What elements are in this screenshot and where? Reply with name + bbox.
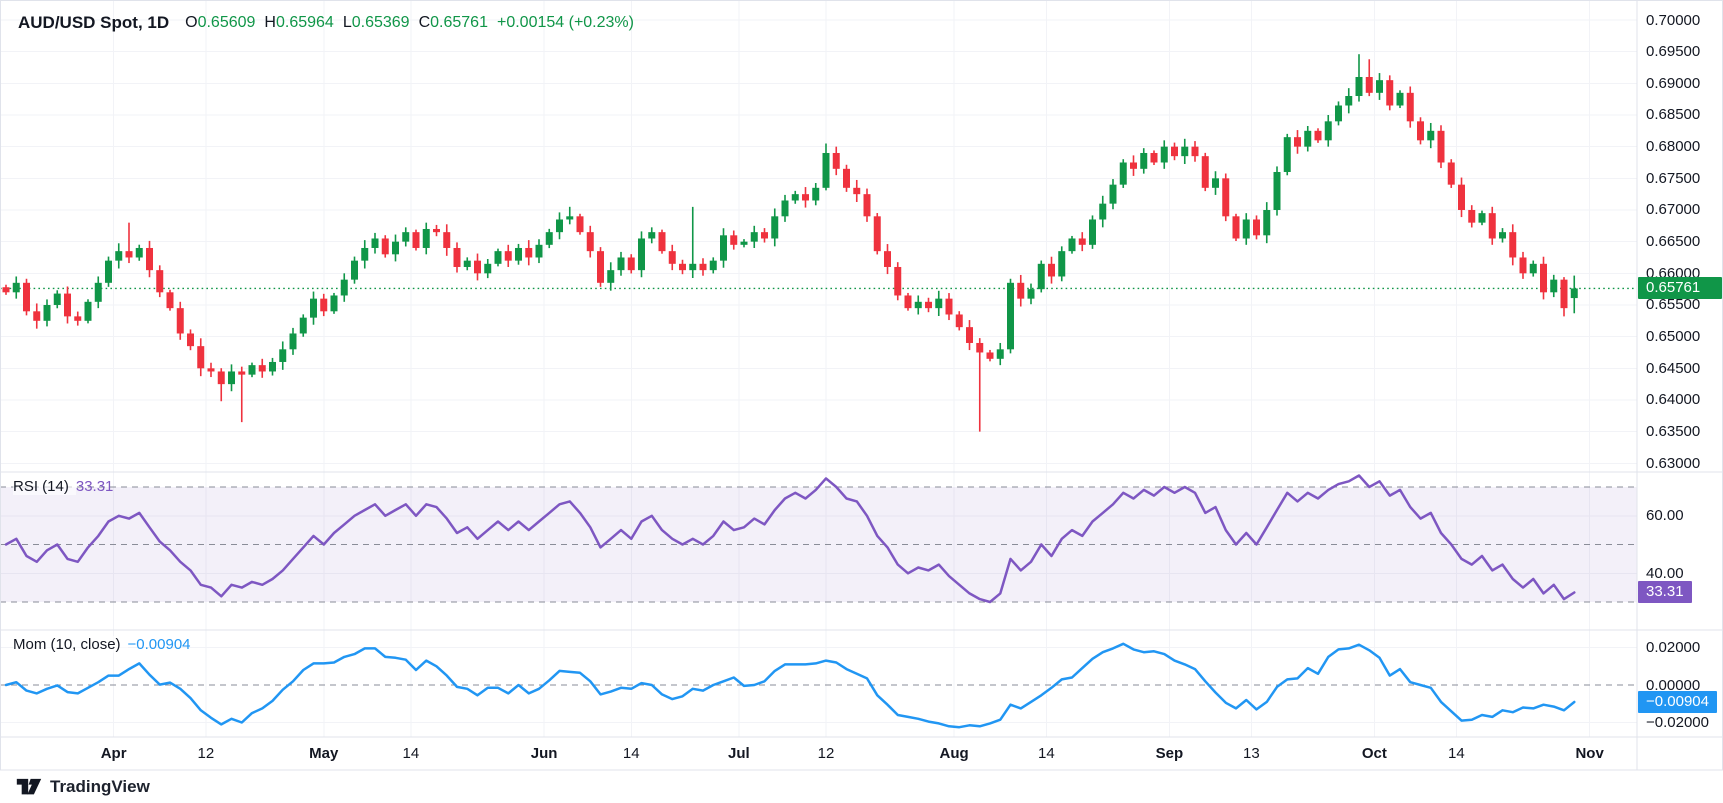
close-label: C [418, 14, 431, 31]
tradingview-brand[interactable]: TradingView [50, 777, 150, 796]
rsi-value: 33.31 [75, 478, 114, 495]
price-tick-label: 0.65000 [1646, 328, 1701, 346]
tradingview-logo-icon[interactable] [16, 776, 42, 798]
rsi-tick-label: 60.00 [1646, 507, 1684, 525]
rsi-value-tag: 33.31 [1638, 581, 1692, 604]
price-tick-label: 0.64500 [1646, 359, 1701, 377]
price-tick-label: 0.67000 [1646, 201, 1701, 219]
change-value: +0.00154 (+0.23%) [496, 14, 634, 31]
momentum-value: −0.00904 [127, 636, 191, 653]
footer: TradingView [16, 774, 150, 800]
momentum-tick-label: −0.02000 [1646, 714, 1709, 731]
gridlines [0, 1, 1637, 737]
time-tick-day: 12 [817, 745, 835, 762]
rsi-tick-label: 40.00 [1646, 564, 1684, 582]
momentum-line [4, 642, 1576, 729]
price-axis[interactable]: 0.70000 0.69500 0.69000 0.68500 0.68000 0.675… [1637, 0, 1723, 770]
symbol-title[interactable]: AUD/USD Spot, 1D [18, 13, 170, 32]
momentum-value-tag: −0.00904 [1638, 690, 1717, 713]
price-tick-label: 0.70000 [1646, 11, 1701, 29]
time-tick-month: Jun [530, 745, 558, 762]
price-tick-label: 0.63000 [1646, 454, 1701, 472]
time-tick-day: 14 [1448, 745, 1465, 762]
open-value: 0.65609 [197, 14, 256, 31]
chart-canvas[interactable] [0, 0, 1723, 771]
time-tick-day: 13 [1243, 745, 1260, 762]
open-label: O [185, 14, 198, 31]
low-value: 0.65369 [351, 14, 410, 31]
rsi-indicator-label[interactable]: RSI (14) 33.31 [13, 478, 113, 496]
momentum-tick-label: 0.02000 [1646, 639, 1701, 656]
time-tick-month: Jul [728, 745, 750, 762]
time-tick-month: Apr [100, 745, 127, 762]
time-tick-month: Nov [1575, 745, 1604, 762]
low-label: L [342, 14, 352, 31]
time-tick-month: Oct [1361, 745, 1387, 762]
high-value: 0.65964 [275, 14, 334, 31]
price-tick-label: 0.64000 [1646, 391, 1701, 409]
price-tick-label: 0.69500 [1646, 43, 1701, 61]
high-label: H [264, 14, 276, 31]
panel-separators [0, 0, 1723, 771]
time-tick-month: May [309, 745, 339, 762]
price-tick-label: 0.69000 [1646, 74, 1701, 92]
time-tick-month: Sep [1155, 745, 1184, 762]
price-tick-label: 0.68000 [1646, 138, 1701, 156]
price-tick-label: 0.66500 [1646, 233, 1701, 251]
rsi-line [4, 474, 1576, 604]
price-tick-label: 0.67500 [1646, 169, 1701, 187]
price-tick-label: 0.68500 [1646, 106, 1701, 124]
close-value: 0.65761 [430, 14, 488, 31]
time-axis[interactable]: Apr 12 May 14 Jun 14 Jul 12 Aug 14 Sep 13 Oct 14 Nov [0, 737, 1637, 770]
price-tick-label: 0.65500 [1646, 296, 1701, 314]
current-price-tag: 0.65761 [1638, 277, 1722, 300]
momentum-tick-label: 0.00000 [1646, 676, 1701, 694]
momentum-indicator-label[interactable]: Mom (10, close) −0.00904 [13, 636, 191, 654]
price-tick-label: 0.63500 [1646, 423, 1701, 441]
rsi-name: RSI (14) [13, 478, 76, 495]
time-tick-day: 14 [1038, 745, 1055, 762]
time-tick-day: 14 [622, 745, 640, 762]
time-tick-day: 12 [197, 745, 215, 762]
momentum-name: Mom (10, close) [13, 636, 128, 653]
chart-legend: AUD/USD Spot, 1D O 0.65609 H 0.65964 L 0.65… [18, 11, 643, 35]
candles[interactable] [2, 54, 1578, 432]
time-tick-month: Aug [939, 745, 969, 762]
time-tick-day: 14 [402, 745, 420, 762]
